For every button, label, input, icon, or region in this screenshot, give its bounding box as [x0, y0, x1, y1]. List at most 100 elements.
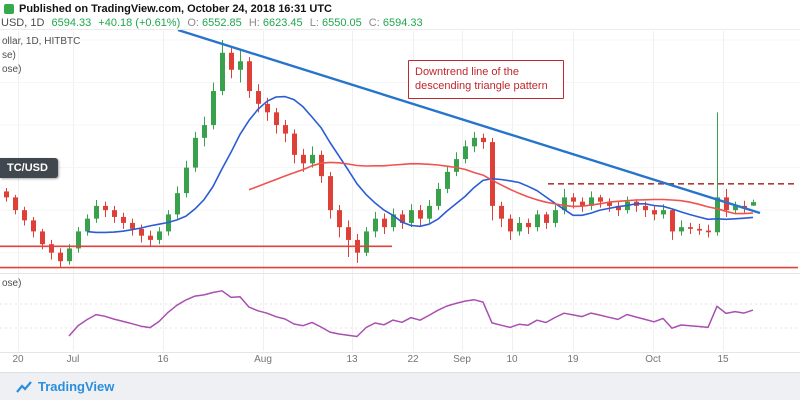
candle-body [598, 197, 603, 202]
candle-body [175, 193, 180, 215]
candle-body [733, 205, 738, 211]
x-axis-label-19: 19 [567, 354, 579, 365]
x-axis-label-aug: Aug [254, 354, 272, 365]
candle-body [202, 125, 207, 138]
candle-body [643, 205, 648, 211]
candle-body [436, 188, 441, 206]
candle-body [652, 210, 657, 215]
candle-body [427, 205, 432, 219]
candle-body [490, 142, 495, 206]
x-axis-label-jul: Jul [66, 354, 80, 365]
candle-body [319, 154, 324, 177]
candle-body [31, 220, 36, 232]
annotation-line2: descending triangle pattern [415, 80, 548, 93]
x-axis-label-10: 10 [506, 354, 518, 365]
candle-body [391, 214, 396, 228]
candle-body [463, 146, 468, 160]
axis-divider [0, 352, 800, 353]
candle-body [715, 197, 720, 233]
candle-body [310, 154, 315, 164]
candle-body [22, 210, 27, 221]
candle-body [364, 231, 369, 253]
x-axis-label-sep: Sep [453, 354, 471, 365]
candle-body [220, 52, 225, 92]
candle-body [472, 137, 477, 147]
open-label: O: [187, 17, 199, 29]
x-axis-label-13: 13 [346, 354, 358, 365]
candle-body [589, 197, 594, 206]
candle-body [373, 218, 378, 232]
pane-divider [0, 273, 800, 274]
candle-body [67, 248, 72, 262]
candle-body [13, 197, 18, 211]
candle-body [706, 230, 711, 233]
x-axis-label-oct: Oct [645, 354, 661, 365]
candle-body [346, 227, 351, 240]
x-axis-label-16: 16 [157, 354, 169, 365]
candle-body [535, 214, 540, 228]
candle-body [85, 218, 90, 232]
candle-body [751, 202, 756, 206]
candle-body [103, 205, 108, 211]
candle-body [526, 222, 531, 228]
x-axis-label-22: 22 [407, 354, 419, 365]
candle-body [724, 197, 729, 211]
candle-body [607, 201, 612, 206]
tradingview-logo-text: TradingView [38, 379, 115, 394]
close-value: 6594.33 [382, 17, 423, 29]
candle-body [571, 197, 576, 202]
candle-body [661, 210, 666, 215]
candle-body [148, 235, 153, 240]
candle-body [193, 137, 198, 168]
high-label: H: [248, 17, 260, 29]
candlestick-series [4, 40, 756, 268]
candle-body [553, 210, 558, 223]
candle-body [139, 228, 144, 236]
candle-body [328, 176, 333, 211]
candle-body [481, 137, 486, 143]
oscillator-line [68, 290, 754, 338]
symbol-flag-label: TC/USD [0, 158, 58, 178]
x-axis-label-15: 15 [717, 354, 729, 365]
candle-body [301, 154, 306, 164]
low-label: L: [309, 17, 319, 29]
candle-body [688, 227, 693, 229]
annotation-downtrend-note: Downtrend line of the descending triangl… [408, 60, 564, 99]
tradingview-logo[interactable]: TradingView [16, 379, 114, 395]
candle-body [508, 218, 513, 232]
candle-body [562, 197, 567, 211]
published-caption: Published on TradingView.com, October 24… [19, 3, 332, 15]
open-value: 6552.85 [202, 17, 242, 29]
candle-body [418, 210, 423, 219]
candle-body [445, 171, 450, 189]
low-value: 6550.05 [321, 17, 362, 29]
candle-body [112, 210, 117, 217]
candle-body [517, 222, 522, 232]
candle-body [247, 61, 252, 92]
candle-body [40, 231, 45, 245]
ma-fast-legend-fragment: se) [2, 50, 16, 61]
candle-body [544, 214, 549, 223]
candle-body [238, 61, 243, 70]
x-axis-label-20: 20 [12, 354, 24, 365]
header: Published on TradingView.com, October 24… [0, 0, 800, 30]
candle-body [670, 210, 675, 232]
candle-body [130, 222, 135, 229]
candle-body [58, 252, 63, 262]
close-label: C: [368, 17, 380, 29]
candle-body [697, 228, 702, 231]
candle-body [229, 52, 234, 70]
tradingview-publish-icon [4, 4, 14, 14]
candle-body [679, 227, 684, 232]
symbol-interval-label: USD, 1D [1, 17, 45, 29]
oscillator-legend-fragment: ose) [2, 278, 22, 289]
last-price: 6594.33 [51, 17, 92, 29]
candle-body [256, 91, 261, 104]
downtrend-line [177, 28, 761, 215]
candle-body [184, 167, 189, 194]
annotation-line1: Downtrend line of the [415, 66, 519, 78]
candle-body [121, 216, 126, 223]
instrument-legend-fragment: ollar, 1D, HITBTC [2, 36, 81, 47]
